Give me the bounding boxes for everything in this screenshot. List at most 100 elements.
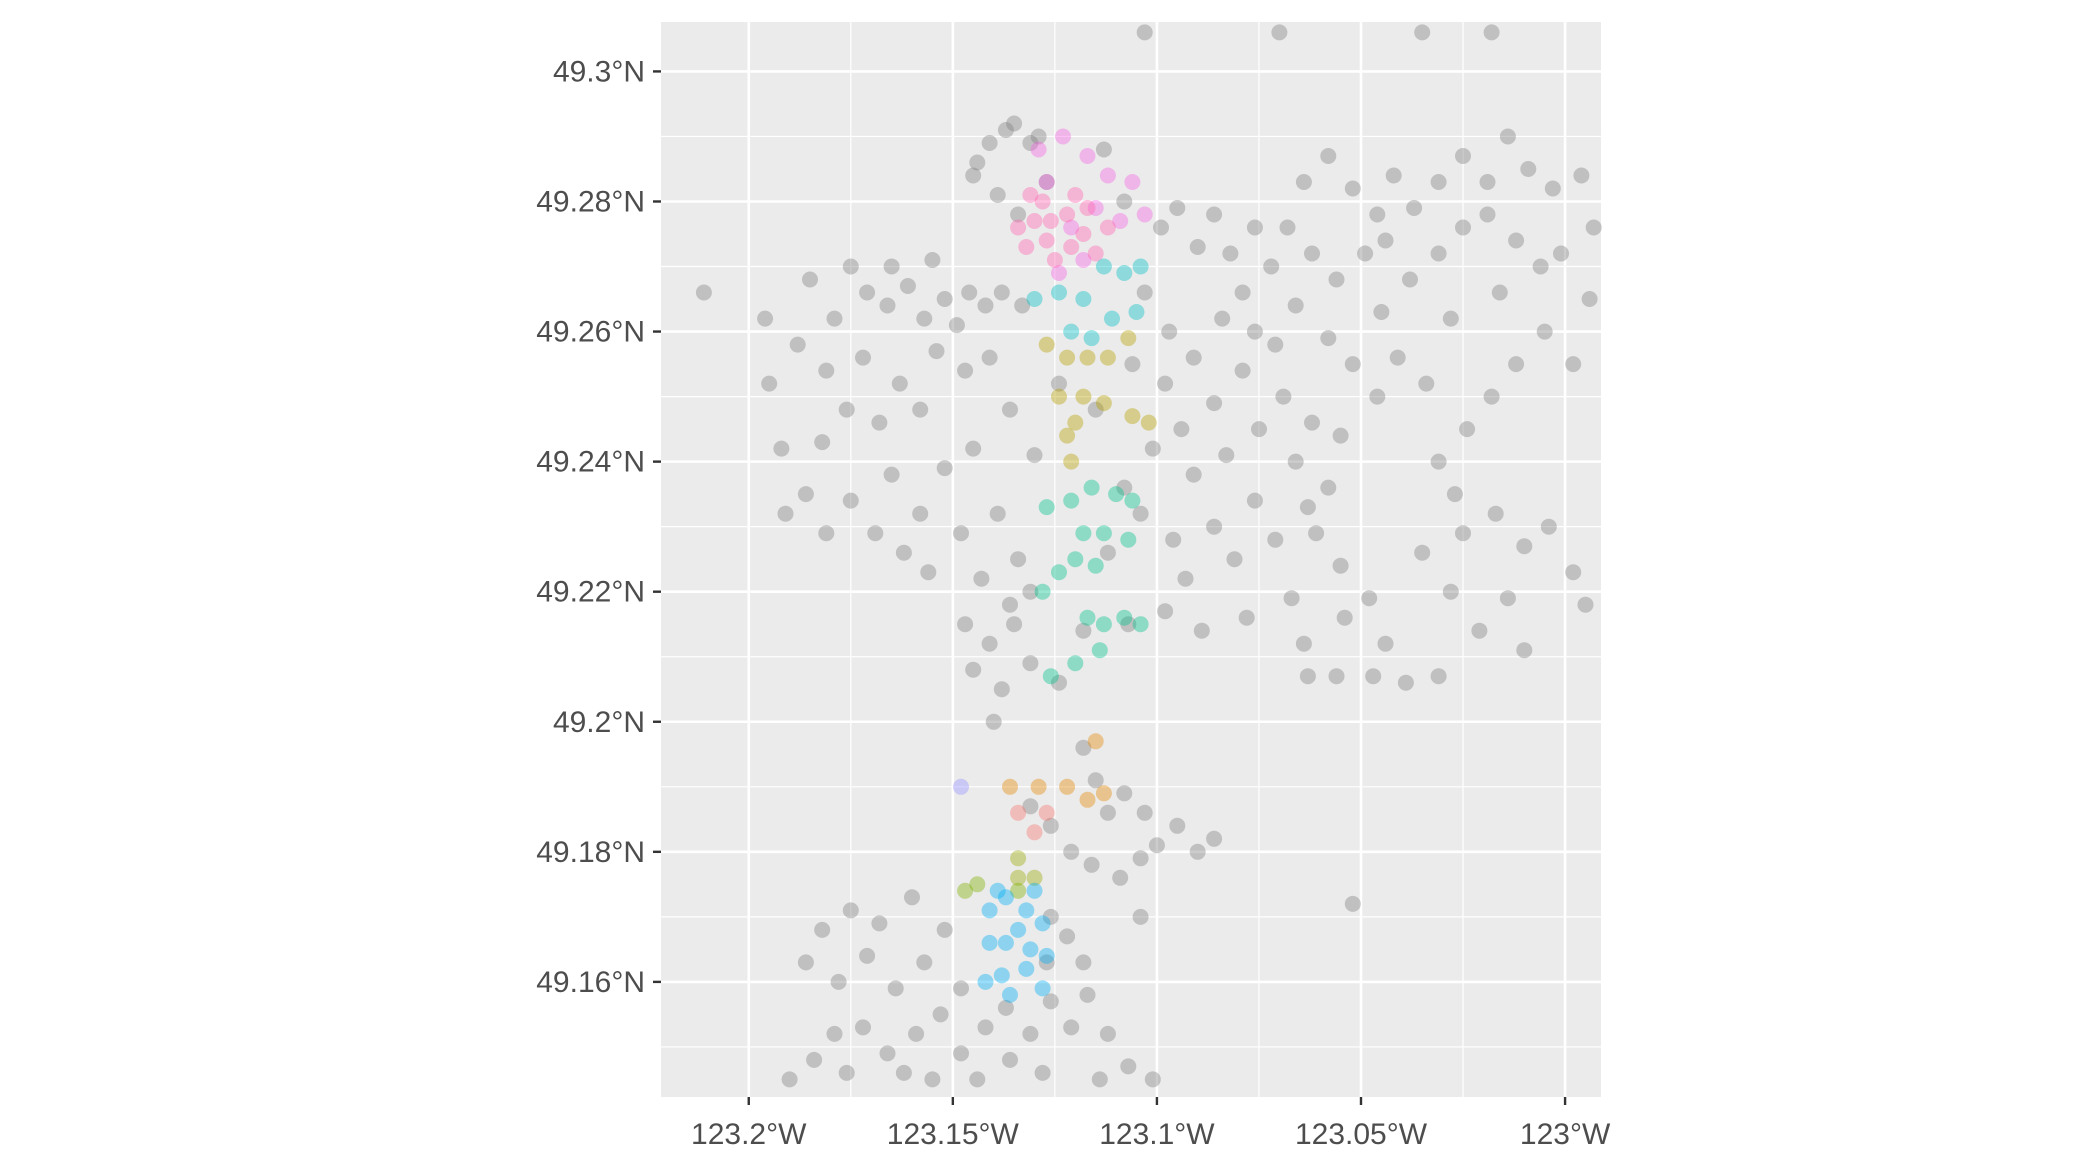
data-point: [1455, 219, 1471, 236]
data-point: [1022, 187, 1039, 203]
data-point: [1051, 284, 1067, 301]
x-axis: 123.2°W 123.15°W 123.1°W 123.05°W 123°W: [691, 1097, 1611, 1151]
data-point: [1116, 785, 1133, 802]
data-point: [895, 544, 912, 561]
data-point: [1471, 622, 1488, 639]
data-point: [1373, 304, 1390, 320]
data-point: [1344, 180, 1361, 197]
data-point: [1099, 167, 1116, 184]
data-point: [1075, 252, 1092, 268]
data-point: [1124, 174, 1141, 190]
data-point: [1095, 395, 1112, 412]
data-point: [916, 954, 933, 971]
data-point: [1099, 349, 1116, 366]
data-point: [1320, 148, 1337, 164]
data-point: [1377, 232, 1394, 249]
data-point: [1283, 590, 1300, 607]
data-point: [1185, 349, 1202, 366]
data-point: [1267, 531, 1284, 548]
data-point: [1157, 603, 1174, 620]
data-point: [1136, 284, 1153, 301]
data-point: [997, 889, 1014, 906]
data-point: [1157, 375, 1174, 392]
data-point: [797, 954, 814, 971]
data-point: [695, 284, 712, 301]
data-point: [802, 271, 818, 288]
data-point: [1042, 668, 1059, 685]
data-point: [883, 466, 900, 483]
data-point: [1051, 564, 1067, 581]
data-point: [1112, 869, 1129, 886]
data-point: [1116, 609, 1133, 626]
data-point: [1418, 375, 1435, 392]
data-point: [1540, 518, 1557, 535]
data-point: [1006, 616, 1023, 633]
x-tick-label: 123.15°W: [887, 1118, 1020, 1151]
data-point: [1002, 1051, 1018, 1068]
data-point: [1120, 330, 1137, 347]
data-point: [838, 1064, 855, 1081]
data-point: [1099, 1025, 1116, 1042]
data-point: [1304, 245, 1320, 262]
data-point: [1169, 200, 1186, 216]
data-point: [1095, 616, 1112, 633]
data-point: [1095, 525, 1112, 542]
data-point: [1120, 531, 1137, 548]
data-point: [924, 252, 941, 268]
data-point: [1320, 479, 1337, 496]
data-point: [1544, 180, 1561, 197]
data-point: [777, 505, 794, 522]
data-point: [859, 284, 876, 301]
data-point: [1377, 635, 1394, 652]
data-point: [977, 297, 994, 314]
data-point: [1295, 174, 1312, 190]
data-point: [1124, 356, 1141, 373]
y-tick-label: 49.28°N: [536, 185, 645, 218]
data-point: [1006, 115, 1023, 132]
data-point: [997, 999, 1014, 1016]
data-point: [1067, 655, 1084, 672]
data-point: [953, 778, 969, 795]
data-point: [1336, 609, 1353, 626]
data-point: [1030, 778, 1047, 795]
data-point: [818, 362, 835, 379]
data-point: [1369, 206, 1386, 223]
data-point: [908, 1025, 925, 1042]
data-point: [1581, 291, 1598, 307]
data-point: [1206, 518, 1223, 535]
data-point: [1026, 824, 1043, 841]
data-point: [1079, 986, 1096, 1003]
data-point: [818, 525, 835, 542]
data-point: [1063, 453, 1080, 470]
data-point: [1369, 388, 1386, 405]
data-point: [1516, 642, 1533, 659]
data-point: [1206, 830, 1223, 847]
data-point: [1193, 622, 1210, 639]
data-point: [842, 492, 859, 509]
data-point: [1063, 843, 1080, 860]
data-point: [883, 258, 900, 275]
data-point: [1075, 388, 1092, 405]
data-point: [1430, 668, 1447, 685]
data-point: [1063, 492, 1080, 509]
data-point: [1144, 440, 1161, 457]
data-point: [1397, 674, 1414, 691]
data-point: [1430, 245, 1447, 262]
data-point: [1038, 954, 1055, 971]
data-point: [1479, 174, 1496, 190]
data-point: [904, 889, 920, 906]
data-point: [1042, 908, 1059, 925]
x-tick-label: 123°W: [1520, 1118, 1611, 1151]
data-point: [1144, 1071, 1161, 1088]
data-point: [1112, 213, 1129, 229]
data-point: [797, 486, 814, 503]
data-point: [842, 258, 859, 275]
y-tick-label: 49.3°N: [553, 55, 645, 88]
data-point: [1536, 323, 1553, 340]
data-point: [981, 349, 998, 366]
data-point: [936, 291, 953, 307]
data-point: [1169, 817, 1186, 834]
data-point: [1010, 869, 1027, 886]
data-point: [1455, 148, 1471, 164]
data-point: [1026, 869, 1043, 886]
